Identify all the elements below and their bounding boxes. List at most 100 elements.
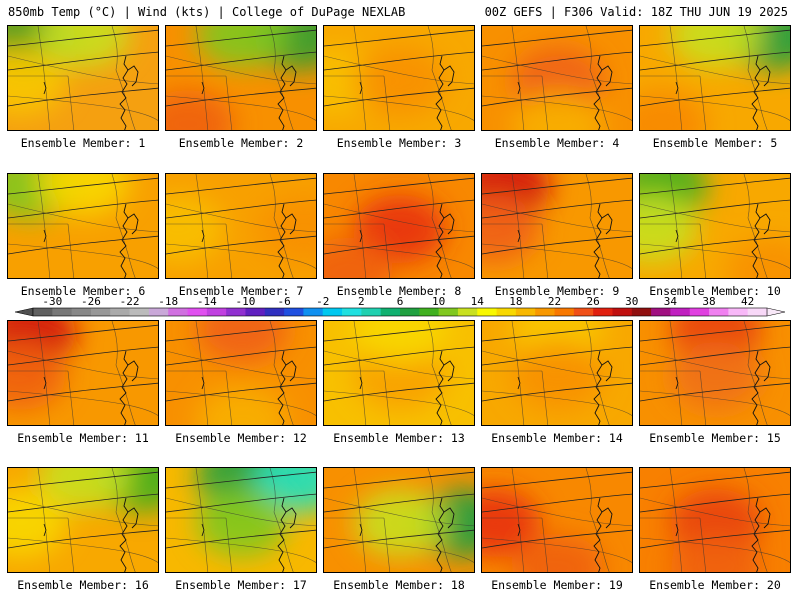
state-border bbox=[353, 468, 367, 572]
height-contour bbox=[324, 493, 474, 513]
state-border bbox=[8, 390, 158, 416]
member-map bbox=[7, 25, 159, 131]
member-label: Ensemble Member: 2 bbox=[178, 136, 304, 150]
member-map-graphic bbox=[8, 468, 158, 572]
member-map-graphic bbox=[324, 26, 474, 130]
member-label: Ensemble Member: 18 bbox=[333, 578, 465, 592]
ensemble-member-panel: Ensemble Member: 5 bbox=[639, 25, 791, 158]
member-map-graphic bbox=[640, 321, 790, 425]
colorbar-tick-label: -10 bbox=[236, 296, 256, 308]
ensemble-member-panel: Ensemble Member: 1 bbox=[7, 25, 159, 158]
lake-outline bbox=[517, 229, 521, 243]
colorbar-tick-label: -2 bbox=[316, 296, 329, 308]
ensemble-member-panel: Ensemble Member: 17 bbox=[165, 467, 317, 600]
colorbar-tick-label: 30 bbox=[625, 296, 638, 308]
ensemble-member-panel: Ensemble Member: 19 bbox=[481, 467, 633, 600]
state-border bbox=[482, 203, 632, 233]
state-border bbox=[669, 174, 683, 278]
height-contour bbox=[324, 51, 474, 71]
temperature-anomaly-patch bbox=[8, 489, 66, 557]
state-border bbox=[166, 55, 316, 85]
state-border bbox=[482, 55, 632, 85]
height-contour bbox=[640, 235, 790, 255]
coastline bbox=[119, 55, 139, 130]
height-contour bbox=[8, 324, 158, 342]
temperature-anomaly-patch bbox=[482, 195, 540, 263]
state-border bbox=[37, 321, 51, 425]
colorbar-swatch bbox=[148, 308, 169, 316]
state-border bbox=[353, 321, 367, 425]
colorbar-swatch bbox=[612, 308, 633, 316]
temperature-anomaly-patch bbox=[166, 90, 234, 130]
colorbar-tick-label: 34 bbox=[664, 296, 678, 308]
state-border bbox=[541, 75, 549, 130]
member-label: Ensemble Member: 4 bbox=[494, 136, 620, 150]
member-label: Ensemble Member: 15 bbox=[649, 431, 781, 445]
height-contour bbox=[8, 529, 158, 549]
chart-header-right: 00Z GEFS | F306 Valid: 18Z THU JUN 19 20… bbox=[484, 5, 788, 19]
state-border bbox=[269, 174, 294, 278]
temperature-anomaly-patch bbox=[354, 47, 446, 115]
height-contour bbox=[482, 382, 632, 402]
state-border bbox=[195, 26, 209, 130]
height-contour bbox=[640, 87, 790, 107]
state-border bbox=[585, 174, 610, 278]
member-label: Ensemble Member: 5 bbox=[652, 136, 778, 150]
colorbar-min-arrow bbox=[14, 307, 34, 317]
state-border bbox=[640, 350, 790, 380]
lake-outline bbox=[43, 81, 47, 95]
height-contour bbox=[324, 199, 474, 219]
height-contour bbox=[8, 382, 158, 402]
colorbar-swatch bbox=[400, 308, 420, 316]
member-label: Ensemble Member: 16 bbox=[17, 578, 149, 592]
temperature-anomaly-patch bbox=[640, 195, 698, 263]
member-label: Ensemble Member: 17 bbox=[175, 578, 307, 592]
height-contour bbox=[640, 324, 790, 342]
colorbar-swatch bbox=[110, 308, 130, 316]
height-contour bbox=[166, 346, 316, 366]
colorbar-swatch bbox=[226, 308, 246, 316]
colorbar-tick-label: 14 bbox=[471, 296, 485, 308]
state-border bbox=[269, 321, 294, 425]
temperature-anomaly-patch bbox=[512, 534, 604, 572]
height-contour bbox=[8, 346, 158, 366]
height-contour bbox=[640, 199, 790, 219]
height-contour bbox=[640, 529, 790, 549]
state-border bbox=[225, 370, 233, 425]
height-contour bbox=[166, 382, 316, 402]
lake-outline bbox=[517, 523, 521, 537]
colorbar-swatch bbox=[457, 308, 478, 316]
height-contour bbox=[324, 29, 474, 47]
state-border bbox=[67, 223, 75, 278]
member-map bbox=[323, 173, 475, 279]
state-border bbox=[541, 517, 549, 572]
ensemble-member-panel: Ensemble Member: 18 bbox=[323, 467, 475, 600]
state-border bbox=[37, 468, 51, 572]
state-border bbox=[511, 321, 525, 425]
state-border bbox=[8, 95, 158, 121]
lake-outline bbox=[517, 81, 521, 95]
coastline bbox=[435, 350, 455, 425]
member-map bbox=[7, 173, 159, 279]
colorbar-tick-label: -30 bbox=[42, 296, 62, 308]
state-border bbox=[225, 223, 233, 278]
height-contour bbox=[640, 493, 790, 513]
member-label: Ensemble Member: 19 bbox=[491, 578, 623, 592]
member-map-graphic bbox=[482, 174, 632, 278]
state-border bbox=[324, 203, 474, 233]
colorbar-tick-label: -26 bbox=[81, 296, 101, 308]
member-label: Ensemble Member: 10 bbox=[649, 284, 781, 298]
state-border bbox=[8, 203, 158, 233]
height-contour bbox=[324, 87, 474, 107]
temperature-anomaly-patch bbox=[482, 489, 540, 557]
member-map bbox=[639, 173, 791, 279]
colorbar-swatch bbox=[33, 308, 53, 316]
ensemble-member-panel: Ensemble Member: 9 bbox=[481, 173, 633, 306]
state-border bbox=[324, 350, 474, 380]
lake-outline bbox=[359, 81, 363, 95]
member-map bbox=[481, 467, 633, 573]
height-contour bbox=[166, 199, 316, 219]
state-border bbox=[166, 203, 316, 233]
temperature-anomaly-patch bbox=[8, 47, 66, 115]
height-contour bbox=[8, 87, 158, 107]
